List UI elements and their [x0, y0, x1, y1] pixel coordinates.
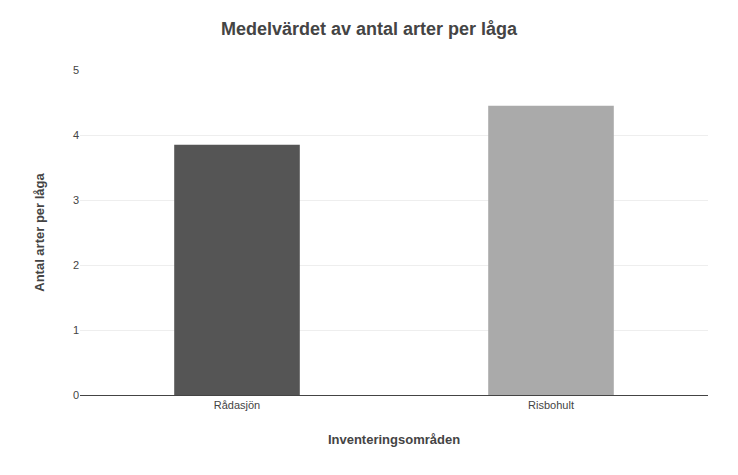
svg-text:4: 4: [73, 129, 79, 141]
svg-text:Rådasjön: Rådasjön: [214, 399, 260, 411]
svg-text:1: 1: [73, 324, 79, 336]
svg-text:3: 3: [73, 194, 79, 206]
svg-text:Inventeringsområden: Inventeringsområden: [328, 432, 460, 447]
svg-text:Antal arter per låga: Antal arter per låga: [32, 172, 47, 291]
svg-text:Medelvärdet av antal arter per: Medelvärdet av antal arter per låga: [221, 19, 518, 39]
svg-text:2: 2: [73, 259, 79, 271]
svg-text:Risbohult: Risbohult: [528, 399, 574, 411]
svg-text:5: 5: [73, 64, 79, 76]
svg-text:0: 0: [73, 389, 79, 401]
